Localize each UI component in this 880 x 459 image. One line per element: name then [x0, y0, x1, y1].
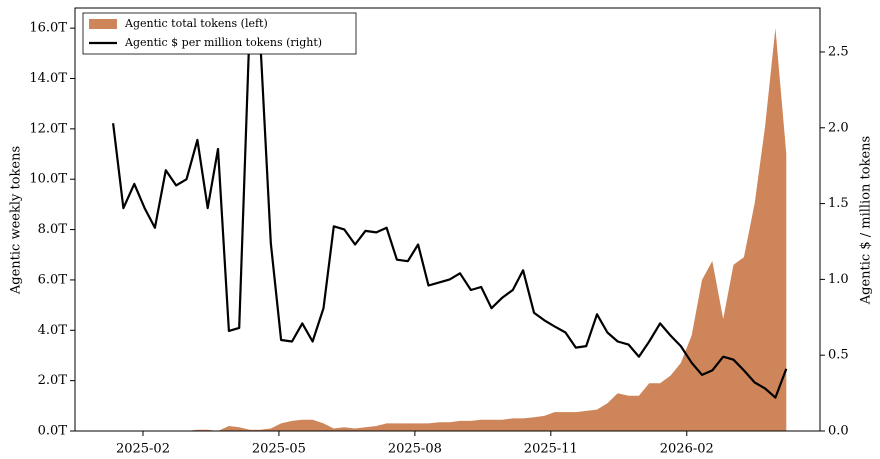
y2-tick-label: 2.5 [828, 44, 849, 59]
line [112, 26, 788, 399]
y-tick-label: 0.0T [38, 424, 68, 439]
area [113, 28, 787, 431]
y-axis-label: Agentic weekly tokens [9, 146, 24, 295]
y2-tick-label: 2.0 [828, 120, 849, 135]
legend: Agentic total tokens (left) Agentic $ per… [82, 12, 357, 55]
y2-tick-label: 0.5 [828, 348, 849, 363]
y2-axis-label: Agentic $ / million tokens [859, 136, 874, 305]
y-tick-label: 8.0T [38, 222, 68, 237]
y2-tick-label: 1.5 [828, 196, 849, 211]
legend-box [82, 12, 357, 55]
y-tick-label: 16.0T [29, 21, 67, 36]
y-tick-label: 10.0T [29, 172, 67, 187]
legend-swatch [89, 19, 117, 29]
x-tick-label: 2025-05 [252, 442, 306, 457]
legend-label: Agentic total tokens (left) [124, 17, 268, 30]
x-tick-label: 2025-11 [524, 442, 578, 457]
y-tick-label: 2.0T [38, 373, 68, 388]
y2-tick-label: 0.0 [828, 424, 849, 439]
y-tick-label: 14.0T [29, 71, 67, 86]
y-tick-label: 4.0T [38, 323, 68, 338]
y-tick-label: 12.0T [29, 121, 67, 136]
y2-tick-label: 1.0 [828, 272, 849, 287]
x-tick-label: 2025-02 [116, 442, 170, 457]
y-tick-label: 6.0T [38, 272, 68, 287]
x-tick-label: 2026-02 [660, 442, 714, 457]
plot-frame [74, 7, 821, 432]
legend-label: Agentic $ per million tokens (right) [124, 36, 322, 49]
x-tick-label: 2025-08 [388, 442, 442, 457]
